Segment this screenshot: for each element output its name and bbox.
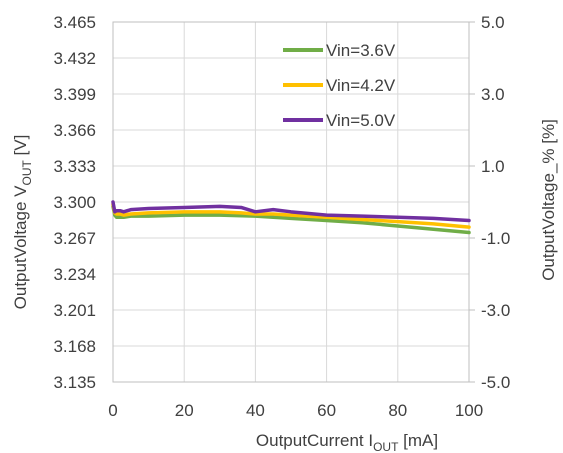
x-tick-label: 40	[246, 401, 265, 420]
y-left-tick-label: 3.465	[53, 13, 96, 32]
y-right-tick-label: -5.0	[481, 373, 510, 392]
x-tick-label: 80	[388, 401, 407, 420]
x-axis: 0 20 40 60 80 100	[108, 401, 483, 420]
series-lines	[111, 200, 471, 235]
legend-label: Vin=4.2V	[326, 76, 396, 95]
y-right-tick-label: -3.0	[481, 301, 510, 320]
y-left-tick-label: 3.432	[53, 49, 96, 68]
x-tick-label: 20	[175, 401, 194, 420]
grid	[113, 22, 469, 382]
legend-label: Vin=5.0V	[326, 111, 396, 130]
x-tick-label: 0	[108, 401, 117, 420]
y-right-tick-label: 3.0	[481, 85, 505, 104]
x-axis-title: OutputCurrent IOUT [mA]	[256, 431, 438, 453]
y-left-tick-label: 3.399	[53, 85, 96, 104]
right-y-axis-title: OutputVoltage_% [%]	[539, 119, 558, 281]
right-y-axis: 5.0 3.0 1.0 -1.0 -3.0 -5.0	[469, 13, 510, 392]
legend-item: Vin=3.6V	[283, 41, 396, 60]
y-left-tick-label: 3.333	[53, 157, 96, 176]
left-y-axis: 3.465 3.432 3.399 3.366 3.333 3.300 3.267 3.234…	[53, 13, 96, 392]
left-y-axis-title: OutputVoltage VOUT [V]	[11, 135, 34, 310]
x-tick-label: 60	[317, 401, 336, 420]
y-left-tick-label: 3.267	[53, 229, 96, 248]
y-right-tick-label: 1.0	[481, 157, 505, 176]
legend-label: Vin=3.6V	[326, 41, 396, 60]
y-left-tick-label: 3.234	[53, 265, 96, 284]
y-left-tick-label: 3.168	[53, 337, 96, 356]
legend-item: Vin=5.0V	[283, 111, 396, 130]
x-tick-label: 100	[455, 401, 483, 420]
y-left-tick-label: 3.300	[53, 193, 96, 212]
series-line-2	[111, 202, 471, 229]
legend-item: Vin=4.2V	[283, 76, 396, 95]
y-left-tick-label: 3.201	[53, 301, 96, 320]
legend: Vin=3.6V Vin=4.2V Vin=5.0V	[283, 41, 396, 130]
y-left-tick-label: 3.366	[53, 121, 96, 140]
series-line-1	[111, 204, 471, 235]
y-right-tick-label: -1.0	[481, 229, 510, 248]
y-right-tick-label: 5.0	[481, 13, 505, 32]
series-line-3	[111, 200, 471, 223]
y-left-tick-label: 3.135	[53, 373, 96, 392]
